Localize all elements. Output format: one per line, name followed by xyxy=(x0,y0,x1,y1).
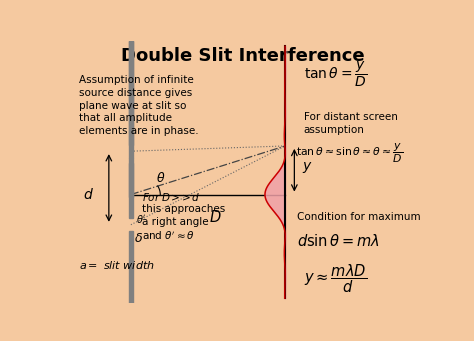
Text: Double Slit Interference: Double Slit Interference xyxy=(121,47,365,65)
Text: For $D\!>\!>d$: For $D\!>\!>d$ xyxy=(142,191,201,203)
Bar xyxy=(128,163,133,197)
Text: Condition for maximum: Condition for maximum xyxy=(297,211,421,222)
Text: $y \approx \dfrac{m\lambda D}{d}$: $y \approx \dfrac{m\lambda D}{d}$ xyxy=(303,263,367,295)
Text: Assumption of infinite
source distance gives
plane wave at slit so
that all ampl: Assumption of infinite source distance g… xyxy=(80,75,199,136)
Text: $\theta$: $\theta$ xyxy=(156,171,165,185)
Bar xyxy=(128,41,133,158)
Text: $D$: $D$ xyxy=(209,209,222,225)
Text: For distant screen
assumption: For distant screen assumption xyxy=(303,112,397,135)
Text: $d$: $d$ xyxy=(83,187,94,202)
Text: this approaches: this approaches xyxy=(142,204,225,214)
Text: $\delta$: $\delta$ xyxy=(134,232,143,245)
Text: $y$: $y$ xyxy=(301,160,312,175)
Text: $\tan\theta = \dfrac{y}{D}$: $\tan\theta = \dfrac{y}{D}$ xyxy=(303,59,367,89)
Text: $\tan\theta \approx \sin\theta \approx \theta \approx \dfrac{y}{D}$: $\tan\theta \approx \sin\theta \approx \… xyxy=(296,142,403,165)
Text: and $\theta' \approx \theta$: and $\theta' \approx \theta$ xyxy=(142,230,195,242)
Text: $a =$ slit width: $a =$ slit width xyxy=(80,259,155,271)
Bar xyxy=(128,41,133,145)
Text: $\theta'$: $\theta'$ xyxy=(136,213,146,225)
Bar xyxy=(128,158,133,218)
Bar xyxy=(128,231,133,303)
Text: $d\sin\theta = m\lambda$: $d\sin\theta = m\lambda$ xyxy=(297,233,380,249)
Text: a right angle: a right angle xyxy=(142,217,209,227)
